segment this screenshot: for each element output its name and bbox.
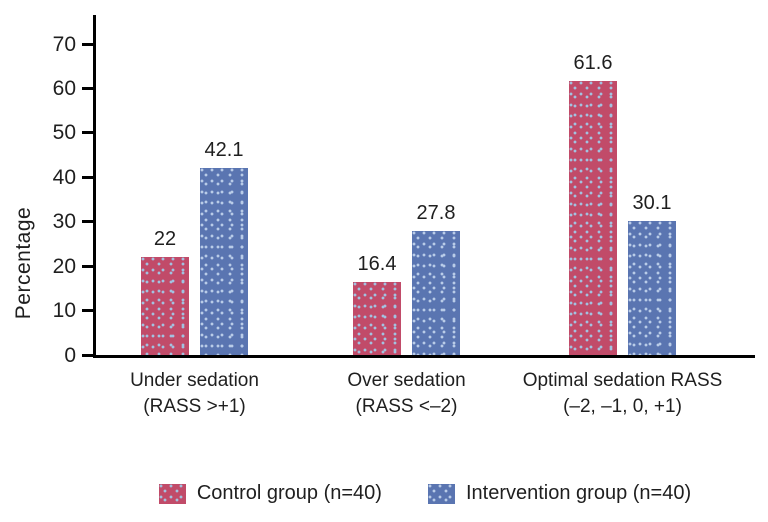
bar-value-label: 30.1 — [632, 192, 672, 215]
y-axis-tick-label: 10 — [52, 299, 76, 323]
y-axis-tick-label: 0 — [64, 343, 76, 367]
y-axis-tick — [82, 131, 93, 135]
y-axis-tick-label: 40 — [52, 165, 76, 189]
legend-swatch-control — [158, 483, 186, 504]
legend-label: Intervention group (n=40) — [465, 482, 692, 504]
category-label-line: (RASS <–2) — [355, 396, 458, 417]
y-axis-tick — [82, 220, 93, 224]
y-axis-tick — [82, 264, 93, 268]
y-axis-tick — [82, 309, 93, 313]
legend: Control group (n=40) Intervention group (… — [95, 482, 755, 505]
category-label-line: Over sedation — [347, 370, 466, 391]
bar-value-label: 42.1 — [204, 138, 244, 161]
legend-swatch-intervention — [427, 483, 455, 504]
y-axis-tick — [82, 86, 93, 90]
legend-label: Control group (n=40) — [196, 482, 382, 504]
y-axis-tick — [82, 353, 93, 357]
bar-value-label: 16.4 — [357, 253, 397, 276]
legend-item-intervention: Intervention group (n=40) — [427, 482, 692, 505]
bar-control-group — [569, 81, 617, 355]
bar-intervention-group — [412, 231, 460, 355]
x-axis-line — [93, 355, 755, 358]
legend-item-control: Control group (n=40) — [158, 482, 382, 505]
bar-value-label: 61.6 — [573, 52, 613, 75]
bar-value-label: 22 — [153, 228, 177, 251]
category-label: Optimal sedation RASS (–2, –1, 0, +1) — [523, 368, 723, 420]
y-axis-tick-label: 30 — [52, 210, 76, 234]
category-label-line: Under sedation — [130, 370, 259, 391]
y-axis-tick — [82, 175, 93, 179]
category-label: Under sedation (RASS >+1) — [130, 368, 259, 420]
y-axis-line — [93, 15, 96, 358]
bar-value-label: 27.8 — [416, 202, 456, 225]
y-axis-tick — [82, 42, 93, 46]
category-label-line: (RASS >+1) — [143, 396, 246, 417]
category-label: Over sedation (RASS <–2) — [347, 368, 465, 420]
y-axis-tick-label: 60 — [52, 76, 76, 100]
bar-control-group — [353, 282, 401, 355]
bar-intervention-group — [200, 167, 248, 355]
y-axis-tick-label: 50 — [52, 121, 76, 145]
category-label-line: Optimal sedation RASS — [522, 370, 723, 391]
y-axis-tick-label: 70 — [52, 32, 76, 56]
category-label-line: (–2, –1, 0, +1) — [563, 396, 682, 417]
bar-control-group — [141, 257, 189, 355]
y-axis-tick-label: 20 — [52, 254, 76, 278]
bar-intervention-group — [628, 221, 676, 355]
